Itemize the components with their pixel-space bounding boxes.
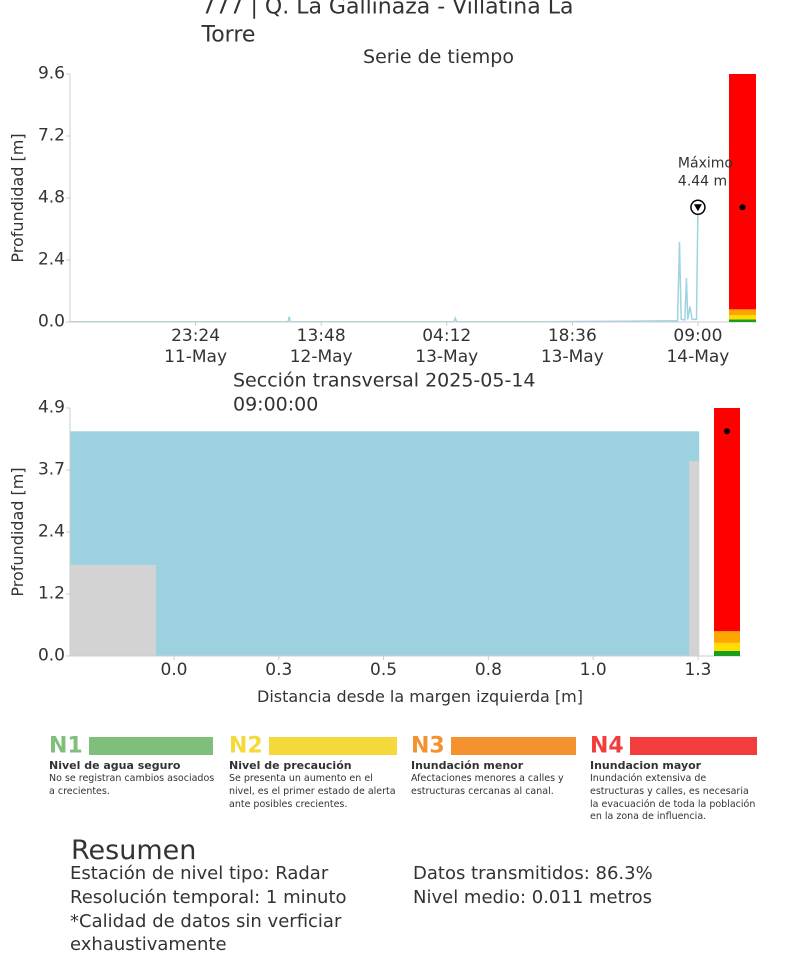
level-segment <box>729 319 756 322</box>
level-segment <box>714 650 740 656</box>
level-text: Inundación extensiva de estructuras y ca… <box>590 773 756 823</box>
x-tick-label: 0.8 <box>474 660 502 680</box>
level-title: Nivel de precaución <box>229 759 352 772</box>
level-text: Afectaciones menores a calles y estructu… <box>411 773 564 797</box>
y-axis-label: Profundidad [m] <box>8 133 27 263</box>
page-title: 777 | Q. La Gallinaza - Villatina La Tor… <box>201 0 574 47</box>
level-segment <box>714 631 740 643</box>
y-axis-label: Profundidad [m] <box>8 467 27 597</box>
y-tick-label: 1.2 <box>37 583 65 604</box>
y-tick-label: 0.0 <box>37 645 65 666</box>
summary-line: Estación de nivel tipo: Radar <box>70 863 329 884</box>
y-tick-label: 2.4 <box>37 249 65 270</box>
x-tick-label: 13:48 12-May <box>289 326 353 368</box>
x-tick-label: 0.3 <box>265 660 293 680</box>
y-tick-label: 3.7 <box>37 459 65 480</box>
summary-line: Resolución temporal: 1 minuto <box>70 887 347 908</box>
summary-line: Datos transmitidos: 86.3% <box>413 863 653 884</box>
summary-line: *Calidad de datos sin verficiar exhausti… <box>70 911 342 955</box>
level-swatch <box>451 737 576 755</box>
y-tick-label: 4.9 <box>37 397 65 418</box>
level-swatch <box>269 737 397 755</box>
current-level <box>739 204 746 211</box>
summary-line: Nivel medio: 0.011 metros <box>413 887 653 908</box>
level-swatch <box>89 737 213 755</box>
level-text: Se presenta un aumento en el nivel, es e… <box>229 773 396 810</box>
max-annotation: Máximo 4.44 m <box>677 155 733 190</box>
level-code: N2 <box>229 733 263 759</box>
y-tick-label: 9.6 <box>37 63 65 84</box>
level-title: Inundacion mayor <box>590 759 702 772</box>
x-tick-label: 18:36 13-May <box>540 326 604 368</box>
level-swatch <box>630 737 757 755</box>
chart-title: Sección transversal 2025-05-14 09:00:00 <box>233 369 536 415</box>
level-segment <box>729 74 756 310</box>
x-tick-label: 0.5 <box>370 660 398 680</box>
level-segment <box>714 408 740 632</box>
level-title: Nivel de agua seguro <box>49 759 181 772</box>
summary-title: Resumen <box>71 835 197 867</box>
y-tick-label: 7.2 <box>37 125 65 146</box>
level-text: No se registran cambios asociados a crec… <box>49 773 215 797</box>
x-tick-label: 1.0 <box>579 660 607 680</box>
current-level <box>724 428 730 435</box>
x-tick-label: 23:24 11-May <box>164 326 228 368</box>
level-segment <box>729 309 756 316</box>
x-tick-label: 0.0 <box>160 660 188 680</box>
level-title: Inundación menor <box>411 759 524 772</box>
x-tick-label: 09:00 14-May <box>666 326 730 368</box>
level-code: N3 <box>411 733 445 759</box>
level-segment <box>714 642 740 651</box>
y-tick-label: 4.8 <box>37 187 65 208</box>
max-arrow <box>693 204 702 212</box>
y-tick-label: 0.0 <box>37 311 65 332</box>
water <box>70 431 700 656</box>
chart-title: Serie de tiempo <box>363 46 514 69</box>
level-code: N1 <box>49 733 83 759</box>
channel-profile <box>70 461 700 656</box>
series-line <box>70 207 699 323</box>
level-segment <box>729 315 756 320</box>
y-tick-label: 2.4 <box>37 521 65 542</box>
x-tick-label: 1.3 <box>684 660 712 680</box>
x-axis-label: Distancia desde la margen izquierda [m] <box>257 687 583 706</box>
x-tick-label: 04:12 13-May <box>415 326 479 368</box>
level-code: N4 <box>590 733 624 759</box>
